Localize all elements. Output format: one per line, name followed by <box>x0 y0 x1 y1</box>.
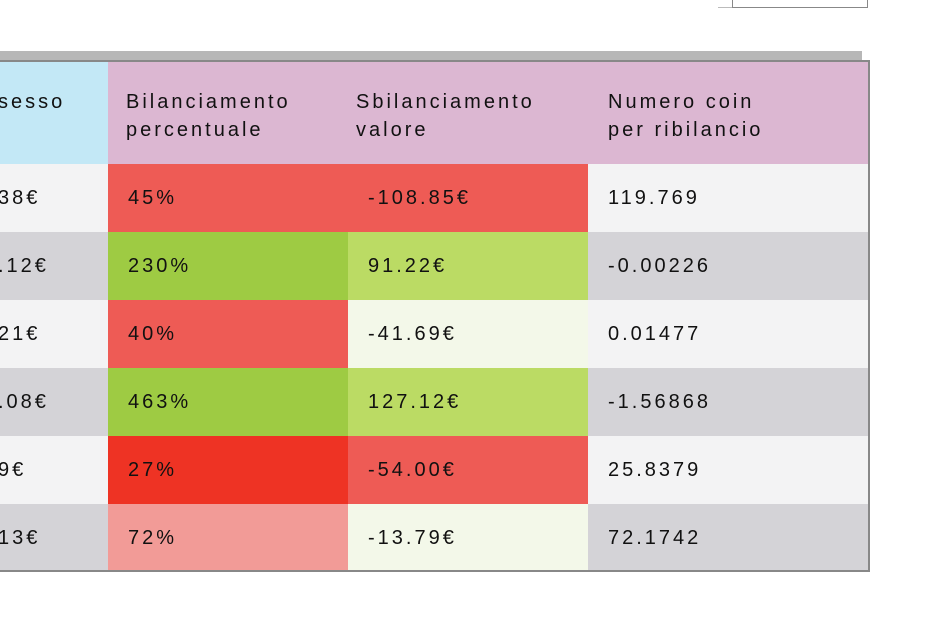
header-bilanciamento-percentuale: Bilanciamento percentuale <box>108 62 348 164</box>
possesso-cell: 38€ <box>0 164 108 232</box>
possesso-cell: 13€ <box>0 504 108 570</box>
sbilanciamento-cell: -13.79€ <box>348 504 588 570</box>
possesso-cell: 9€ <box>0 436 108 504</box>
table-shadow <box>0 51 862 61</box>
bilanciamento-cell: 72% <box>108 504 348 570</box>
bilanciamento-cell: 463% <box>108 368 348 436</box>
sbilanciamento-cell: -108.85€ <box>348 164 588 232</box>
rebalance-table: sesso Bilanciamento percentuale Sbilanciam… <box>0 60 870 572</box>
header-possesso: sesso <box>0 62 108 164</box>
numero-coin-cell: -0.00226 <box>588 232 868 300</box>
header-sbilanciamento-valore: Sbilanciamento valore <box>348 62 588 164</box>
bilanciamento-cell: 45% <box>108 164 348 232</box>
sbilanciamento-cell: 91.22€ <box>348 232 588 300</box>
numero-coin-cell: 119.769 <box>588 164 868 232</box>
sbilanciamento-cell: -54.00€ <box>348 436 588 504</box>
sbilanciamento-cell: 127.12€ <box>348 368 588 436</box>
bilanciamento-cell: 40% <box>108 300 348 368</box>
possesso-cell: .08€ <box>0 368 108 436</box>
sbilanciamento-cell: -41.69€ <box>348 300 588 368</box>
numero-coin-cell: 0.01477 <box>588 300 868 368</box>
top-button-edge <box>718 7 732 8</box>
numero-coin-cell: 25.8379 <box>588 436 868 504</box>
bilanciamento-cell: 27% <box>108 436 348 504</box>
top-button[interactable] <box>732 0 868 8</box>
header-numero-coin: Numero coin per ribilancio <box>588 62 868 164</box>
numero-coin-cell: -1.56868 <box>588 368 868 436</box>
possesso-cell: 21€ <box>0 300 108 368</box>
possesso-cell: .12€ <box>0 232 108 300</box>
bilanciamento-cell: 230% <box>108 232 348 300</box>
numero-coin-cell: 72.1742 <box>588 504 868 570</box>
